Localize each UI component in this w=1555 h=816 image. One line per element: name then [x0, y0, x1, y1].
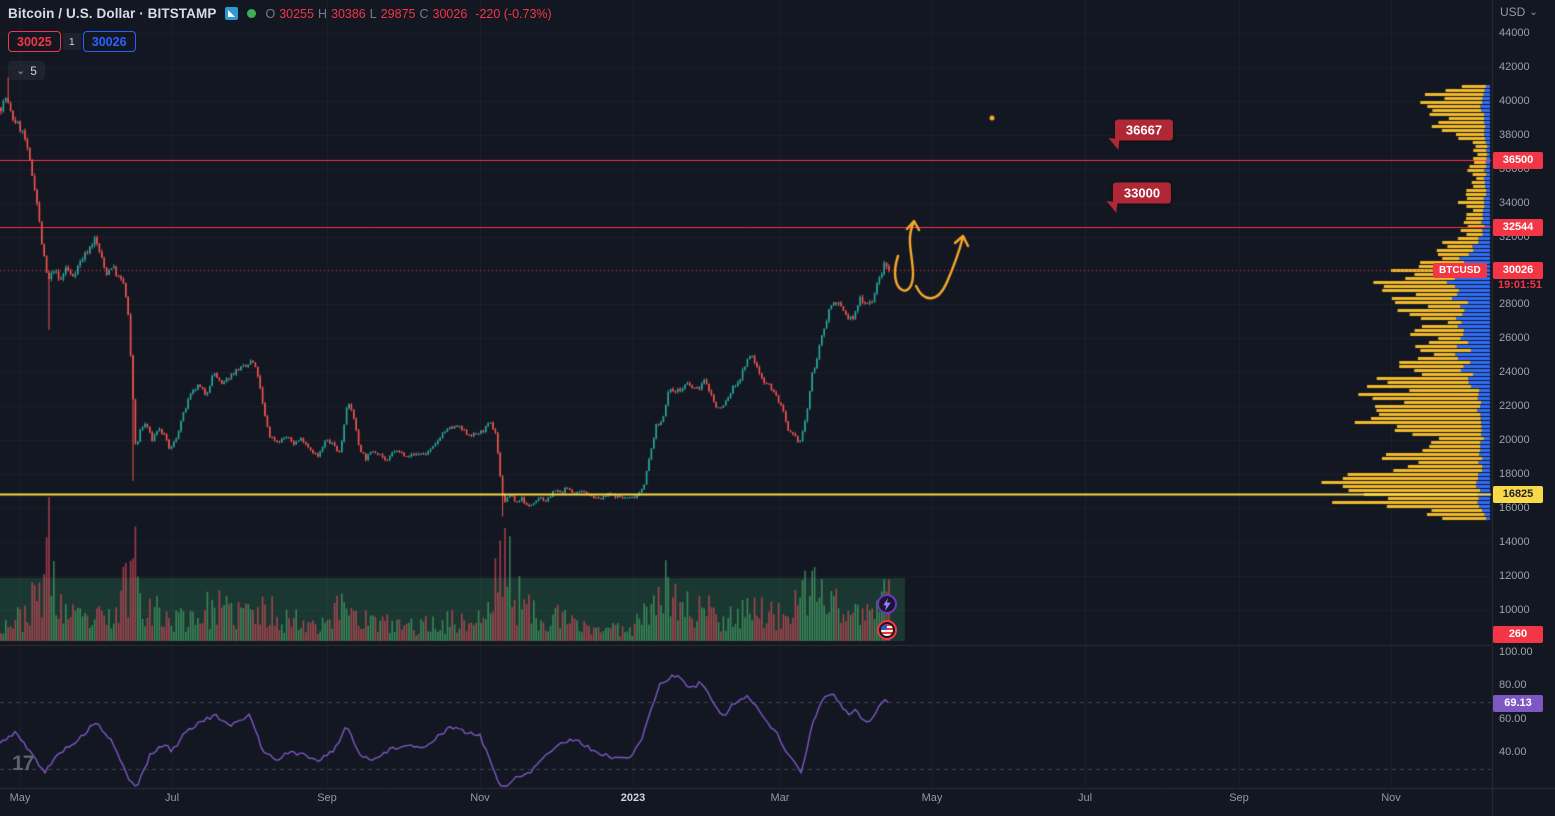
- sell-button[interactable]: 30025: [8, 31, 61, 52]
- price-callout-33000[interactable]: 33000: [1105, 182, 1172, 214]
- price-line-label-16825: 16825: [1493, 485, 1543, 503]
- time-axis-label[interactable]: Jul: [164, 792, 180, 804]
- price-axis-tick: 22000: [1499, 400, 1530, 413]
- price-line-label-32544: 32544: [1493, 218, 1543, 236]
- price-axis-tick: 38000: [1499, 128, 1530, 141]
- time-axis-label[interactable]: Nov: [470, 792, 490, 804]
- low-label: L: [369, 6, 377, 21]
- time-axis-label[interactable]: Nov: [1381, 792, 1401, 804]
- price-axis-tick: 24000: [1499, 366, 1530, 379]
- chevron-down-icon: ⌄: [16, 64, 26, 77]
- ohlc-readout: O 30255 H 30386 L 29875 C 30026 -220 (-0…: [265, 7, 551, 21]
- drawings-count: 5: [30, 63, 37, 78]
- time-axis[interactable]: May Jul Sep Nov 2023 Mar May Jul Sep Nov: [0, 788, 1492, 816]
- symbol-legend: Bitcoin / U.S. Dollar · BITSTAMP O 30255…: [8, 6, 552, 21]
- price-axis-tick: 16000: [1499, 502, 1530, 514]
- tradingview-logo[interactable]: 17: [12, 752, 34, 775]
- time-axis-label[interactable]: Jul: [1077, 792, 1093, 804]
- rsi-axis-tick: 80.00: [1499, 679, 1527, 692]
- open-value: 30255: [279, 6, 314, 21]
- trade-buttons: 30025 1 30026: [8, 31, 136, 52]
- price-axis-tick: 28000: [1499, 298, 1530, 311]
- drawings-count-dropdown[interactable]: ⌄ 5: [8, 61, 45, 80]
- time-axis-label[interactable]: May: [9, 792, 31, 804]
- price-callout-36667[interactable]: 36667: [1107, 119, 1174, 151]
- callout-tail-icon: [1107, 137, 1120, 151]
- rsi-axis-tick: 60.00: [1499, 712, 1527, 725]
- high-label: H: [317, 6, 327, 21]
- buy-button[interactable]: 30026: [82, 31, 136, 52]
- price-axis-tick: 18000: [1499, 468, 1530, 481]
- price-axis-tick: 10000: [1499, 603, 1530, 616]
- close-label: C: [419, 6, 429, 21]
- high-value: 30386: [331, 6, 366, 21]
- time-axis-label[interactable]: Mar: [770, 792, 790, 804]
- callout-label: 36667: [1125, 122, 1163, 138]
- volume-value-badge: 260: [1493, 625, 1543, 643]
- price-axis-tick: 12000: [1499, 569, 1530, 582]
- callout-label: 33000: [1123, 185, 1161, 201]
- symbol-price-badge: BTCUSD: [1433, 262, 1487, 278]
- lightning-bolt-icon: [883, 597, 891, 611]
- price-axis-tick: 44000: [1499, 27, 1530, 39]
- time-axis-label[interactable]: May: [921, 792, 943, 804]
- price-axis-tick: 40000: [1499, 94, 1530, 107]
- bar-countdown: 19:01:51: [1497, 279, 1543, 292]
- price-axis-tick: 20000: [1499, 434, 1530, 447]
- time-axis-label[interactable]: 2023: [620, 792, 646, 804]
- price-axis-tick: 26000: [1499, 332, 1530, 345]
- time-axis-label[interactable]: Sep: [317, 792, 337, 804]
- callout-tail-icon: [1105, 200, 1118, 214]
- currency-selector[interactable]: USD ⌄: [1500, 5, 1538, 19]
- us-flag-icon: [881, 624, 893, 636]
- exchange-logo-icon[interactable]: [225, 7, 239, 20]
- price-axis-tick: 34000: [1499, 196, 1530, 209]
- price-axis-tick: 14000: [1499, 535, 1530, 548]
- time-axis-label[interactable]: Sep: [1229, 792, 1249, 804]
- currency-label: USD: [1500, 5, 1526, 19]
- quick-trade-lightning-icon[interactable]: [877, 594, 897, 614]
- chevron-down-icon: ⌄: [1529, 6, 1538, 18]
- last-price-badge: 30026: [1493, 261, 1543, 279]
- economic-events-flag-icon[interactable]: [877, 620, 897, 640]
- market-status-icon[interactable]: [247, 9, 257, 18]
- close-value: 30026: [432, 6, 468, 21]
- rsi-value-badge: 69.13: [1493, 694, 1543, 712]
- change-value: -220 (-0.73%): [475, 6, 552, 21]
- price-axis[interactable]: USD ⌄ 4400042000400003800036000340003200…: [1493, 0, 1555, 816]
- price-axis-tick: 42000: [1499, 60, 1530, 73]
- spread-value: 1: [62, 33, 81, 50]
- symbol-title[interactable]: Bitcoin / U.S. Dollar · BITSTAMP: [8, 6, 217, 21]
- rsi-axis-tick: 40.00: [1499, 746, 1527, 758]
- low-value: 29875: [380, 6, 416, 21]
- rsi-axis-tick: 100.00: [1499, 646, 1533, 658]
- price-line-label-36500: 36500: [1493, 151, 1543, 169]
- open-label: O: [265, 6, 276, 21]
